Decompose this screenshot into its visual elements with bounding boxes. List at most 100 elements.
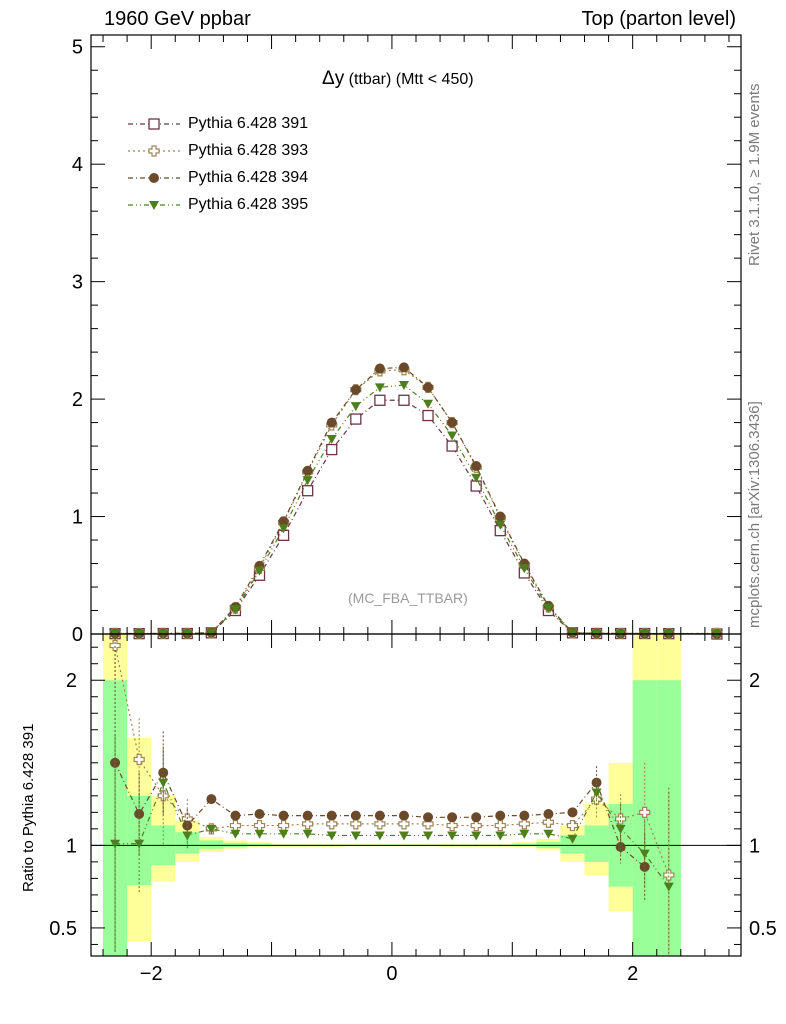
ratio-data-point-2 (519, 829, 530, 839)
ratio-data-point-1 (591, 777, 602, 788)
main-data-point-2 (326, 417, 337, 428)
ratio-data-point-1 (110, 757, 121, 768)
main-y-tick-label: 1 (72, 507, 83, 529)
ratio-data-point-0 (253, 819, 266, 832)
main-data-point-0 (326, 443, 338, 456)
ratio-data-point-2 (158, 778, 169, 788)
plot-title: Δy (ttbar) (Mtt < 450) (322, 68, 474, 90)
legend-marker-391 (128, 118, 180, 130)
ratio-data-point-0 (374, 818, 386, 830)
ratio-data-point-2 (423, 831, 434, 841)
ratio-data-point-0 (615, 813, 627, 825)
ratio-data-point-0 (229, 819, 242, 832)
main-data-point-0 (422, 409, 434, 422)
mcplots-credit-label: mcplots.cern.ch [arXiv:1306.3436] (746, 401, 763, 628)
ratio-band-green (584, 825, 609, 862)
ratio-band-green (560, 835, 585, 854)
main-data-point-2 (471, 461, 482, 472)
ratio-data-point-2 (615, 824, 626, 834)
main-data-point-3 (567, 628, 578, 638)
main-y-tick-label: 5 (72, 37, 83, 59)
main-data-point-3 (206, 628, 217, 638)
plot-title-symbol: Δy (322, 68, 345, 89)
legend-label-394: Pythia 6.428 394 (188, 169, 309, 186)
main-data-point-3 (398, 381, 409, 391)
ratio-data-point-1 (423, 812, 434, 823)
ratio-y-tick-label-right: 0.5 (749, 918, 777, 940)
ratio-data-point-2 (254, 829, 265, 839)
main-data-point-3 (302, 476, 313, 486)
main-data-point-0 (374, 394, 386, 406)
main-data-point-3 (254, 566, 265, 576)
ratio-data-point-0 (422, 818, 434, 830)
main-data-point-3 (423, 399, 434, 409)
ratio-data-point-1 (350, 810, 361, 821)
ratio-data-point-2 (495, 831, 506, 841)
ratio-y-axis-label: Ratio to Pythia 6.428 391 (20, 723, 37, 892)
ratio-band-green (199, 840, 224, 849)
legend-symbol (149, 173, 159, 183)
ratio-data-point-1 (158, 767, 169, 778)
legend-label-395: Pythia 6.428 395 (188, 196, 309, 213)
ratio-data-point-2 (326, 831, 337, 841)
legend-symbol (148, 145, 160, 157)
ratio-data-point-1 (495, 810, 506, 821)
main-data-point-2 (423, 382, 434, 393)
legend-symbol (149, 201, 159, 210)
ratio-y-tick-label-left: 2 (66, 670, 77, 692)
ratio-data-point-0 (277, 819, 290, 832)
x-tick-label: 0 (386, 963, 397, 985)
main-y-tick-label: 4 (72, 154, 83, 176)
ratio-data-point-0 (398, 818, 410, 830)
x-tick-label: 2 (627, 963, 638, 985)
main-y-tick-label: 0 (72, 624, 83, 646)
ratio-plot-curves (91, 634, 741, 956)
header-energy-label: 1960 GeV ppbar (104, 8, 251, 30)
ratio-data-point-1 (182, 820, 193, 831)
ratio-data-point-1 (254, 808, 265, 819)
main-data-point-2 (350, 384, 361, 395)
main-data-point-3 (278, 524, 289, 534)
ratio-data-point-1 (639, 861, 650, 872)
axis-ticks: −2 0 2 0 1 2 3 4 5 0.5 0.5 1 1 2 2 (49, 35, 777, 985)
main-data-point-3 (326, 435, 337, 445)
main-data-point-3 (350, 402, 361, 412)
main-data-point-0 (398, 394, 410, 406)
ratio-band-green (632, 680, 657, 956)
ratio-data-point-2 (639, 849, 650, 859)
x-tick-label: −2 (140, 963, 163, 985)
main-data-point-0 (302, 485, 314, 497)
legend-marker-394 (128, 173, 180, 183)
ratio-data-point-0 (470, 819, 482, 832)
main-data-point-2 (398, 362, 409, 373)
ratio-data-point-1 (567, 807, 578, 818)
ratio-data-point-1 (471, 812, 482, 823)
ratio-data-point-2 (663, 882, 674, 892)
ratio-data-point-1 (398, 810, 409, 821)
ratio-data-point-2 (447, 831, 458, 841)
main-data-point-2 (374, 363, 385, 374)
ratio-data-point-0 (663, 869, 675, 881)
ratio-data-point-2 (350, 831, 361, 841)
ratio-series-line-2 (115, 781, 670, 887)
analysis-watermark: (MC_FBA_TTBAR) (348, 590, 468, 606)
main-data-point-3 (230, 605, 241, 615)
legend-label-393: Pythia 6.428 393 (188, 142, 309, 159)
ratio-data-point-0 (109, 639, 121, 652)
ratio-data-point-0 (302, 818, 314, 830)
ratio-data-point-2 (278, 829, 289, 839)
ratio-data-point-1 (134, 808, 145, 819)
ratio-data-point-0 (133, 753, 145, 766)
legend-symbol (148, 118, 160, 130)
ratio-data-point-1 (230, 810, 241, 821)
ratio-data-point-2 (110, 839, 121, 849)
ratio-data-point-2 (471, 831, 482, 841)
ratio-data-point-2 (302, 829, 313, 839)
plot-title-text: (ttbar) (Mtt < 450) (348, 71, 474, 88)
ratio-y-tick-label-left: 1 (66, 835, 77, 857)
ratio-data-point-1 (543, 808, 554, 819)
ratio-data-point-1 (278, 810, 289, 821)
main-data-point-3 (519, 564, 530, 574)
main-data-point-2 (302, 465, 313, 476)
